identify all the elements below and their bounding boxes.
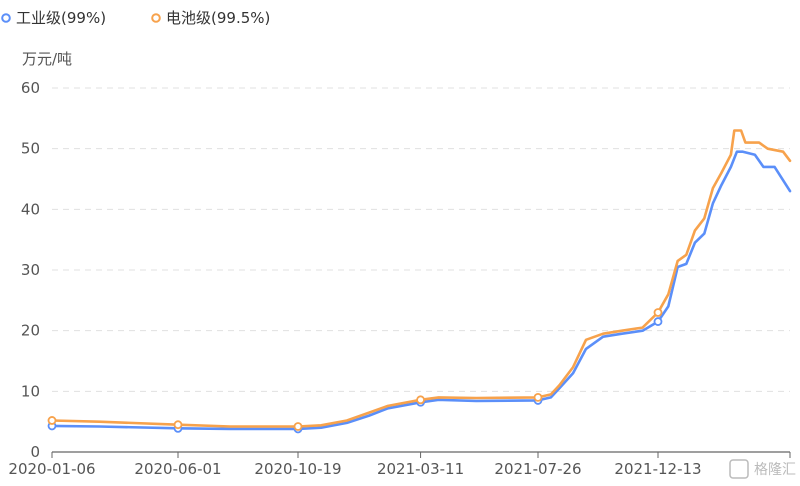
- series-group: [47, 129, 792, 434]
- y-tick-label: 10: [21, 382, 40, 400]
- legend-marker-icon: [1, 13, 11, 23]
- series-line-1: [50, 150, 792, 431]
- legend[interactable]: 工业级(99%) 电池级(99.5%): [1, 9, 270, 27]
- y-tick-label: 40: [21, 200, 40, 218]
- y-tick-label: 30: [21, 261, 40, 279]
- series-line-2: [50, 129, 792, 428]
- series-point-2: [416, 395, 425, 405]
- watermark-logo-icon: [729, 459, 749, 479]
- series-point-1: [653, 317, 663, 326]
- x-tick-label: 2021-12-13: [614, 460, 701, 478]
- x-tick-label: 2021-07-26: [494, 460, 581, 478]
- x-tick-label: 2020-10-19: [254, 460, 341, 478]
- y-unit-label: 万元/吨: [22, 50, 72, 68]
- legend-marker-icon: [151, 13, 161, 23]
- x-tick-label: 2020-01-06: [8, 460, 95, 478]
- y-tick-label: 60: [21, 79, 40, 97]
- x-axis: 2020-01-06 2020-06-01 2020-10-19 2021-03-11…: [8, 451, 791, 478]
- series-point-2: [173, 420, 183, 430]
- series-point-2: [47, 416, 57, 425]
- y-tick-label: 20: [21, 322, 40, 340]
- watermark-text: 格隆汇: [754, 462, 796, 478]
- watermark: 格隆汇: [729, 459, 796, 479]
- grid-lines: [52, 87, 790, 392]
- x-tick-label: 2020-06-01: [134, 460, 221, 478]
- series-point-2: [533, 392, 543, 402]
- x-tick-label: 2021-03-11: [377, 460, 464, 478]
- y-tick-label: 50: [21, 140, 40, 158]
- y-axis: 万元/吨 0 10 20 30 40 50 60: [21, 50, 72, 461]
- legend-label-1: 工业级(99%): [16, 9, 106, 27]
- series-point-2: [653, 308, 663, 317]
- y-tick-label: 0: [30, 443, 40, 461]
- series-point-2: [293, 422, 303, 431]
- legend-label-2: 电池级(99.5%): [166, 9, 270, 27]
